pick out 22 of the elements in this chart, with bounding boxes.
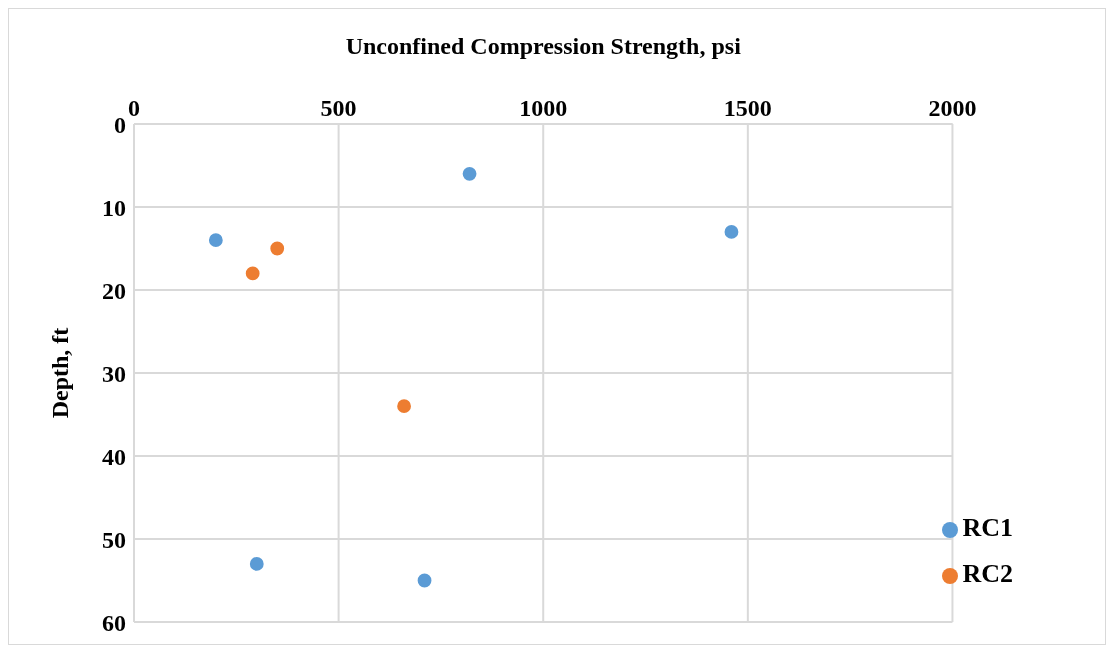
- y-tick-label: 40: [102, 443, 126, 470]
- point: [245, 266, 260, 281]
- y-axis-title: Depth, ft: [46, 327, 73, 419]
- y-tick-label: 30: [102, 360, 126, 387]
- x-tick-label: 1000: [519, 95, 568, 121]
- y-tick-label: 10: [102, 194, 126, 221]
- point: [417, 573, 432, 588]
- x-tick-label: 500: [320, 95, 357, 121]
- point: [724, 225, 739, 239]
- y-tick-label: 60: [102, 609, 126, 636]
- x-tick-label: 1500: [723, 95, 772, 121]
- point: [270, 241, 285, 256]
- legend-label: RC2: [962, 559, 1013, 588]
- point: [249, 557, 264, 571]
- x-axis-title: Unconfined Compression Strength, psi: [345, 33, 742, 60]
- y-tick-label: 50: [102, 526, 126, 553]
- point: [208, 233, 223, 248]
- legend-label: RC1: [962, 513, 1013, 542]
- x-tick-label: 2000: [928, 95, 977, 121]
- y-tick-label: 20: [102, 277, 126, 304]
- point: [397, 399, 411, 414]
- point: [462, 166, 477, 181]
